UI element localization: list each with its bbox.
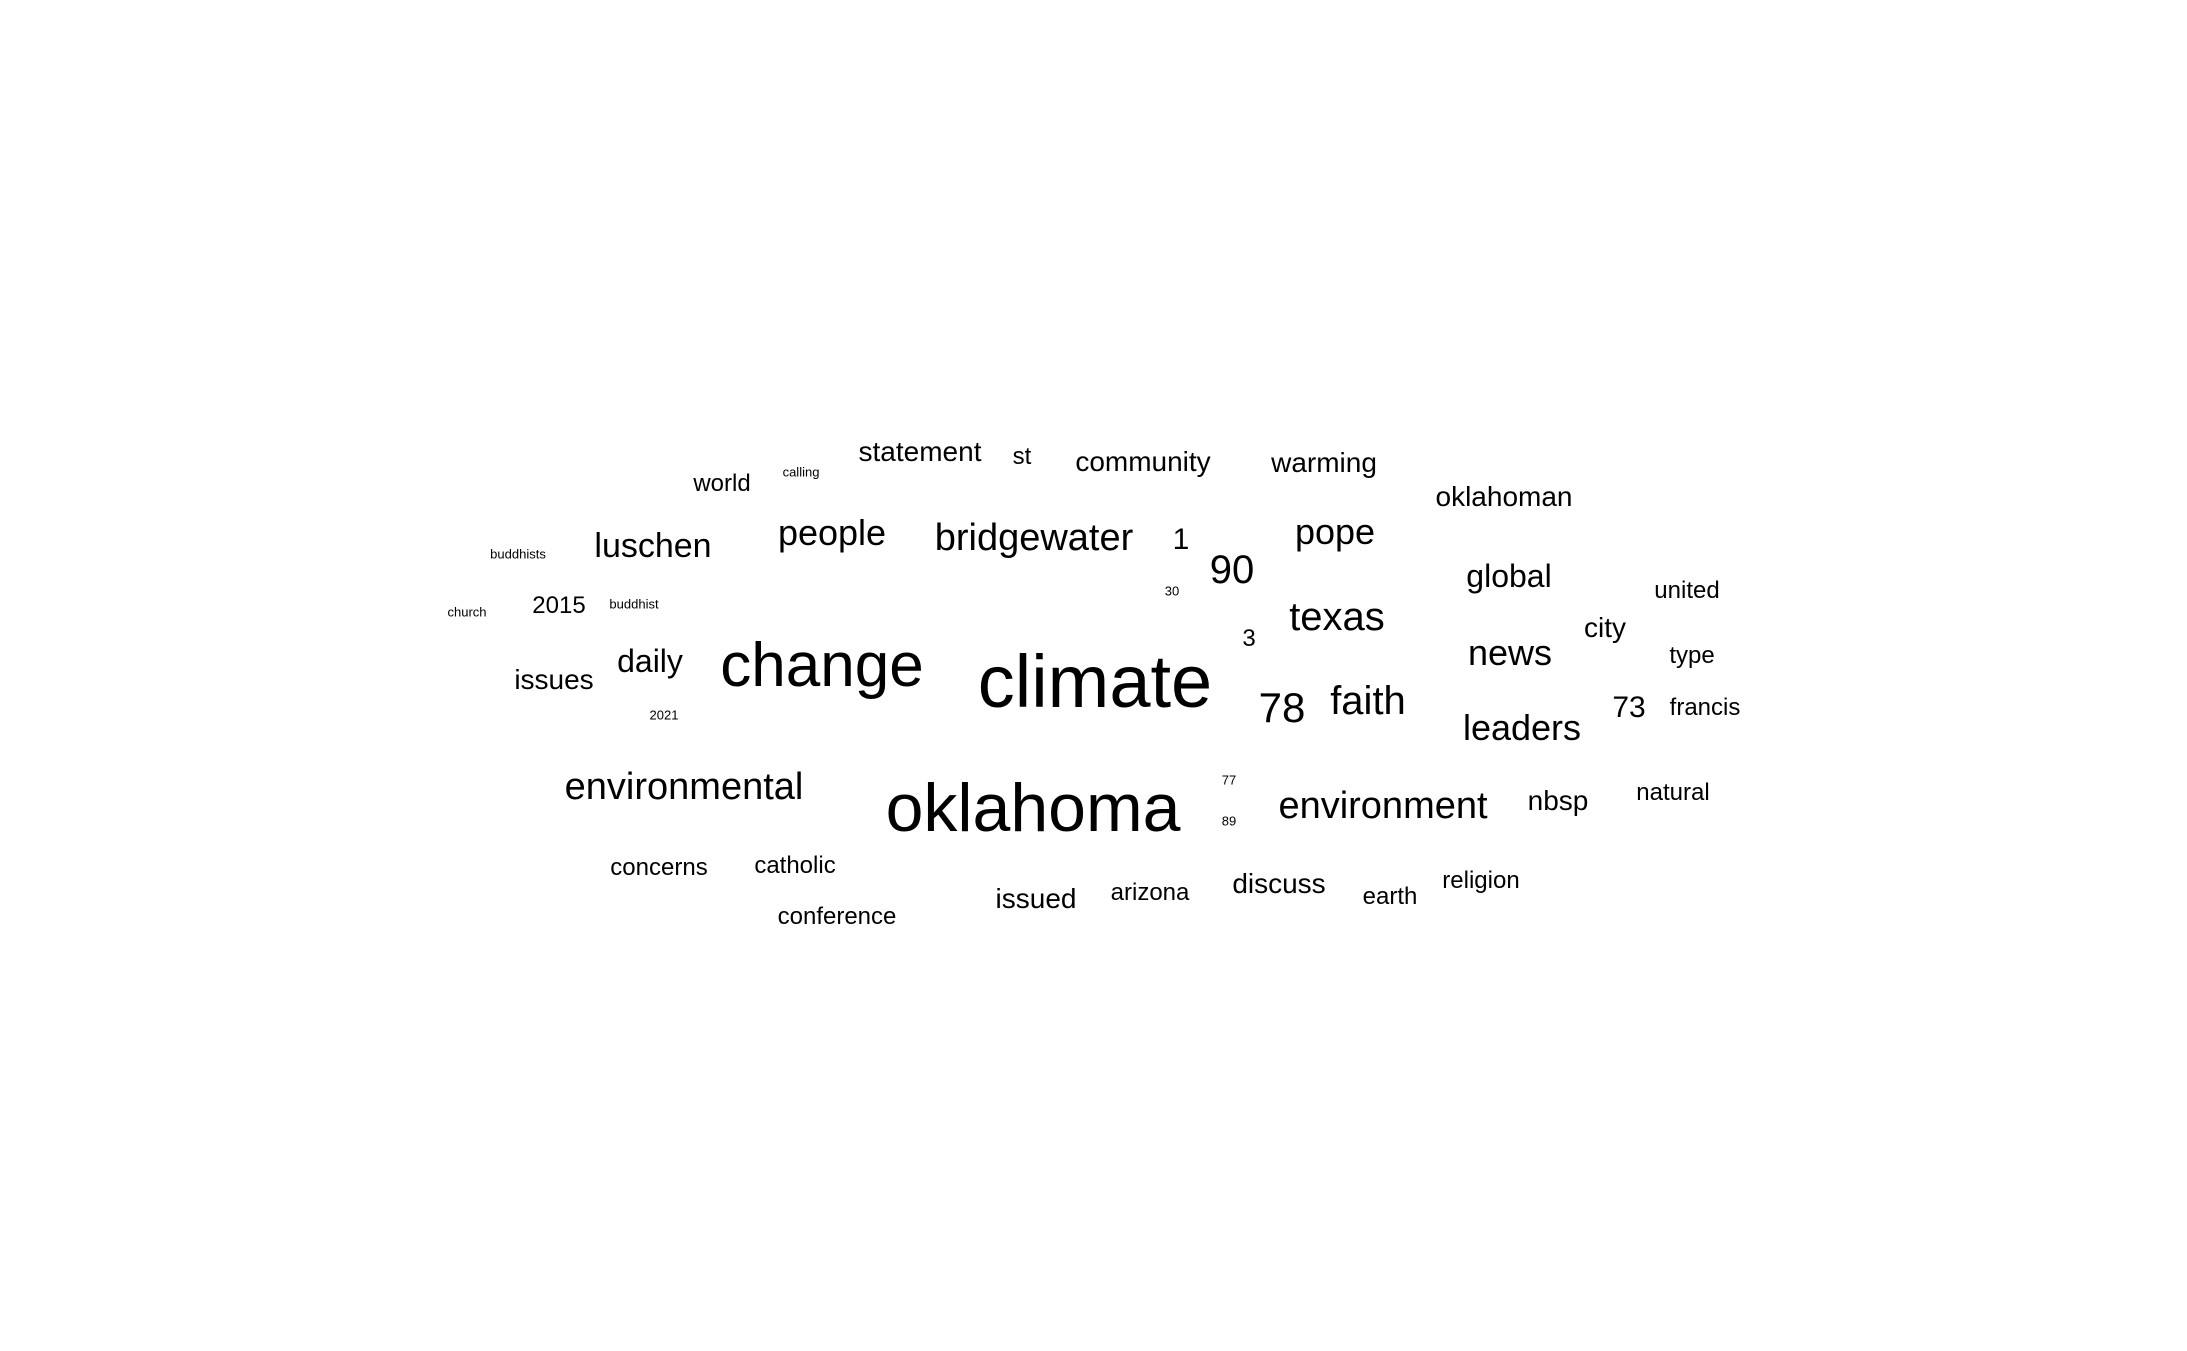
cloud-word: 89 <box>1221 813 1237 829</box>
cloud-word: oklahoman <box>1435 481 1573 512</box>
cloud-word: type <box>1669 642 1715 669</box>
cloud-word: people <box>777 512 887 553</box>
cloud-word: warming <box>1271 447 1377 478</box>
cloud-word: bridgewater <box>934 517 1134 559</box>
cloud-word: change <box>720 631 924 700</box>
cloud-word: nbsp <box>1527 785 1589 816</box>
cloud-word: leaders <box>1462 707 1582 748</box>
cloud-word: faith <box>1330 679 1406 723</box>
cloud-word: 2021 <box>649 707 679 723</box>
cloud-word: church <box>447 604 487 620</box>
cloud-word: environmental <box>564 766 804 808</box>
cloud-word: conference <box>777 903 897 930</box>
cloud-word: news <box>1467 632 1553 673</box>
cloud-word: 78 <box>1258 684 1306 731</box>
cloud-word: buddhists <box>490 546 546 562</box>
cloud-word: religion <box>1442 867 1520 894</box>
cloud-word: statement <box>858 436 982 467</box>
cloud-word: oklahoma <box>885 770 1181 846</box>
cloud-word: city <box>1584 612 1626 643</box>
cloud-word: climate <box>977 640 1213 723</box>
cloud-word: catholic <box>754 852 836 879</box>
cloud-word: 73 <box>1612 691 1646 724</box>
cloud-word: st <box>1012 443 1032 470</box>
cloud-word: united <box>1654 577 1720 604</box>
cloud-word: community <box>1075 446 1211 477</box>
cloud-word: arizona <box>1110 879 1190 906</box>
cloud-word: calling <box>782 464 820 480</box>
cloud-word: 1 <box>1172 523 1190 556</box>
cloud-word: 30 <box>1164 583 1180 599</box>
cloud-word: discuss <box>1232 868 1326 899</box>
cloud-word: 77 <box>1221 772 1237 788</box>
cloud-word: luschen <box>594 527 712 565</box>
cloud-word: 90 <box>1209 548 1255 592</box>
cloud-word: texas <box>1289 595 1385 639</box>
cloud-word: 2015 <box>532 592 586 619</box>
cloud-word: earth <box>1362 883 1418 910</box>
cloud-word: natural <box>1636 779 1710 806</box>
cloud-word: daily <box>617 643 683 679</box>
cloud-word: francis <box>1669 694 1741 721</box>
cloud-word: 3 <box>1242 625 1256 652</box>
cloud-word: world <box>693 470 751 497</box>
cloud-word: concerns <box>610 854 708 881</box>
cloud-word: issues <box>514 664 594 695</box>
cloud-word: global <box>1466 558 1552 594</box>
cloud-word: pope <box>1294 511 1376 552</box>
cloud-word: environment <box>1278 785 1488 827</box>
cloud-word: issued <box>995 883 1077 914</box>
cloud-word: buddhist <box>609 596 659 612</box>
